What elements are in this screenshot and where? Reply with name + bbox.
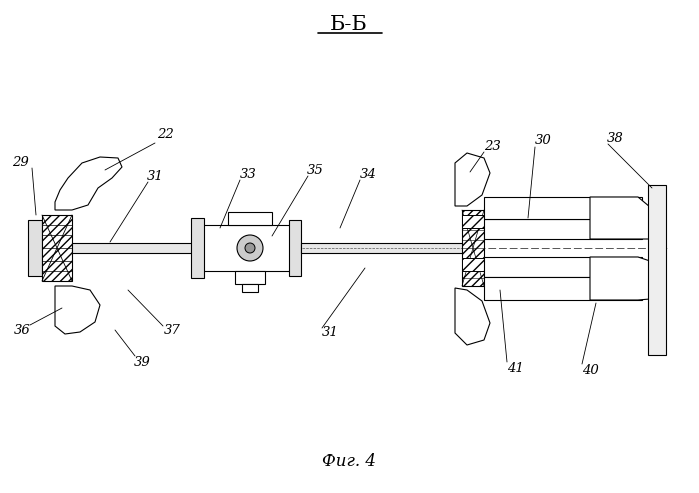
Circle shape bbox=[245, 243, 255, 253]
Bar bbox=[198, 225, 293, 271]
Bar bbox=[235, 271, 265, 284]
Text: 31: 31 bbox=[147, 170, 164, 182]
Bar bbox=[242, 284, 258, 292]
Bar bbox=[484, 219, 642, 239]
Text: 40: 40 bbox=[582, 363, 598, 377]
Text: 38: 38 bbox=[607, 132, 624, 144]
Text: 22: 22 bbox=[157, 129, 173, 141]
Text: 39: 39 bbox=[134, 355, 150, 368]
Polygon shape bbox=[197, 240, 225, 256]
Polygon shape bbox=[55, 157, 122, 210]
Bar bbox=[289, 220, 301, 276]
Polygon shape bbox=[455, 153, 490, 206]
Polygon shape bbox=[55, 286, 100, 334]
Text: 29: 29 bbox=[12, 156, 29, 170]
Polygon shape bbox=[455, 288, 490, 345]
Bar bbox=[28, 220, 42, 276]
Bar bbox=[484, 197, 642, 219]
Bar bbox=[484, 257, 642, 277]
Text: 37: 37 bbox=[164, 323, 180, 337]
Text: 35: 35 bbox=[307, 164, 324, 176]
Bar bbox=[301, 243, 464, 253]
Bar bbox=[462, 215, 484, 228]
Text: 34: 34 bbox=[359, 168, 376, 180]
Bar bbox=[228, 212, 272, 225]
Polygon shape bbox=[590, 197, 650, 239]
Text: 33: 33 bbox=[240, 168, 257, 180]
Bar bbox=[484, 277, 642, 300]
Bar bbox=[191, 218, 204, 278]
Bar bbox=[462, 258, 484, 271]
Text: 30: 30 bbox=[535, 134, 552, 146]
Text: 36: 36 bbox=[13, 323, 30, 337]
Circle shape bbox=[237, 235, 263, 261]
Bar bbox=[72, 243, 197, 253]
Text: Фиг. 4: Фиг. 4 bbox=[322, 454, 376, 470]
Text: 23: 23 bbox=[484, 140, 500, 152]
Text: 41: 41 bbox=[507, 361, 524, 375]
Text: Б-Б: Б-Б bbox=[330, 15, 368, 35]
Text: 31: 31 bbox=[322, 325, 338, 339]
Bar bbox=[648, 185, 666, 355]
Bar bbox=[42, 215, 72, 281]
Bar bbox=[462, 210, 484, 286]
Polygon shape bbox=[590, 257, 650, 300]
